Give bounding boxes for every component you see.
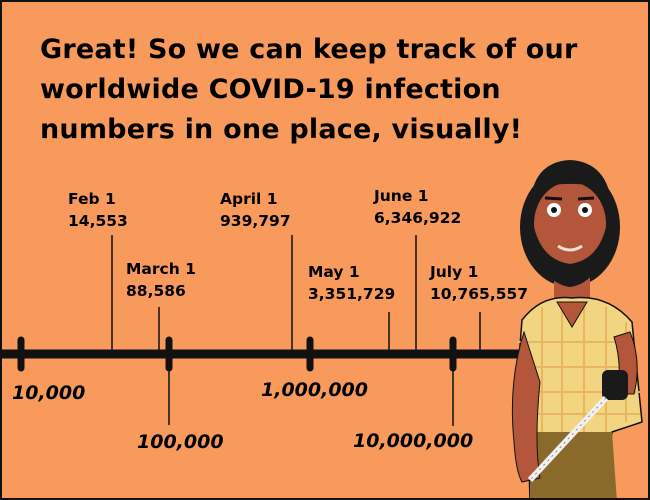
eye-icon <box>551 207 557 213</box>
milestone-date: March 1 <box>126 260 196 278</box>
milestone-june: June 1 6,346,922 <box>374 185 461 229</box>
face <box>534 182 606 266</box>
left-arm <box>511 330 541 483</box>
milestone-may: May 1 3,351,729 <box>308 261 395 305</box>
milestone-count: 939,797 <box>220 212 291 230</box>
milestone-count: 88,586 <box>126 282 186 300</box>
milestone-count: 14,553 <box>68 212 128 230</box>
milestone-date: June 1 <box>374 187 429 205</box>
character-illustration <box>511 160 643 498</box>
milestone-march: March 1 88,586 <box>126 258 196 302</box>
milestone-date: May 1 <box>308 263 360 281</box>
scale-label-10000: 10,000 <box>12 382 86 404</box>
milestone-date: Feb 1 <box>68 190 116 208</box>
milestone-count: 10,765,557 <box>430 285 529 303</box>
scale-label-1000000: 1,000,000 <box>261 379 368 401</box>
headline: Great! So we can keep track of our world… <box>40 34 578 145</box>
scale-label-10000000: 10,000,000 <box>353 430 474 452</box>
scale-label-100000: 100,000 <box>137 431 224 453</box>
milestone-count: 3,351,729 <box>308 285 396 303</box>
milestone-date: July 1 <box>430 263 479 281</box>
milestone-date: April 1 <box>220 190 278 208</box>
tape-measure-icon <box>602 370 628 400</box>
pants <box>530 432 617 498</box>
beard <box>534 227 606 287</box>
milestone-feb: Feb 1 14,553 <box>68 188 128 232</box>
milestone-april: April 1 939,797 <box>220 188 291 232</box>
milestone-count: 6,346,922 <box>374 209 462 227</box>
milestone-july: July 1 10,765,557 <box>430 261 528 305</box>
